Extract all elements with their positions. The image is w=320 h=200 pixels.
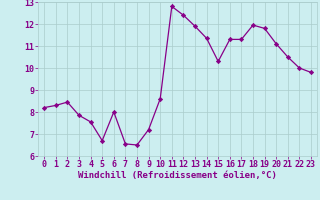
X-axis label: Windchill (Refroidissement éolien,°C): Windchill (Refroidissement éolien,°C): [78, 171, 277, 180]
